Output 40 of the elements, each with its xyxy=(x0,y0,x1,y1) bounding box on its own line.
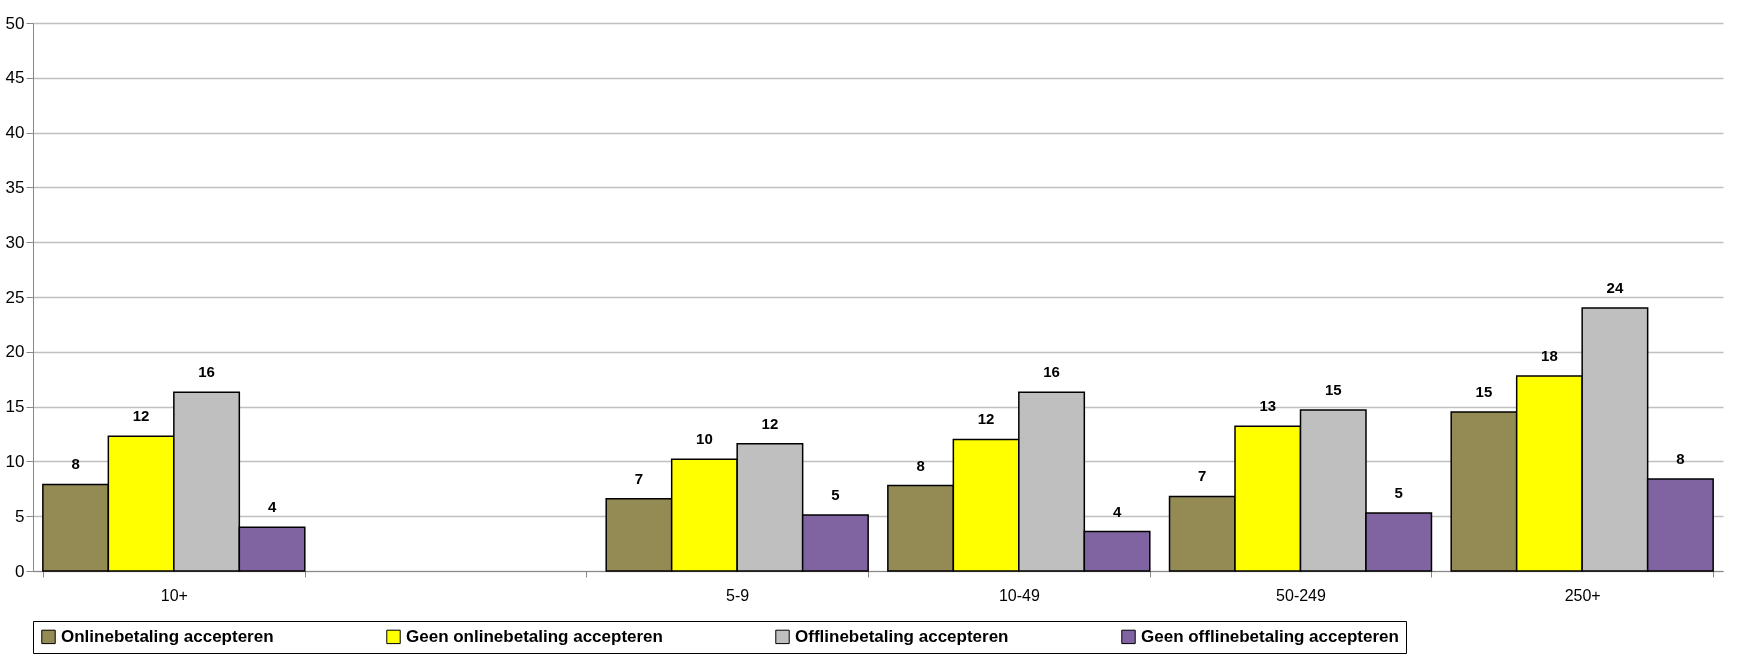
data-label: 16 xyxy=(1043,363,1060,381)
data-label: 7 xyxy=(1198,467,1207,485)
y-tick-label: 50 xyxy=(5,13,25,33)
y-tick-label: 20 xyxy=(5,342,25,362)
data-label: 4 xyxy=(267,498,277,516)
data-label: 16 xyxy=(198,363,215,381)
data-label: 4 xyxy=(1112,502,1122,520)
data-label: 24 xyxy=(1606,278,1624,296)
x-tick-label: 250+ xyxy=(1564,586,1601,604)
data-label: 5 xyxy=(831,486,840,504)
data-label: 15 xyxy=(1324,380,1342,398)
y-tick-label: 5 xyxy=(15,506,25,526)
x-tick-label: 10-49 xyxy=(998,586,1040,604)
data-label: 18 xyxy=(1541,346,1558,364)
x-tick-label: 50-249 xyxy=(1276,586,1327,604)
data-label: 13 xyxy=(1259,397,1277,415)
data-label: 5 xyxy=(1394,483,1403,501)
data-label: 12 xyxy=(132,407,150,425)
legend-label: Geen offlinebetaling accepteren xyxy=(1141,626,1399,646)
data-label: 8 xyxy=(1676,449,1685,467)
y-tick-label: 35 xyxy=(5,177,25,197)
y-tick-label: 25 xyxy=(5,287,25,307)
data-label: 15 xyxy=(1475,383,1493,401)
data-label: 12 xyxy=(761,414,779,432)
y-tick-label: 30 xyxy=(5,232,25,252)
legend-label: Geen onlinebetaling accepteren xyxy=(406,626,663,646)
y-tick-label: 0 xyxy=(15,561,25,581)
y-tick-label: 15 xyxy=(5,397,25,417)
y-tick-label: 45 xyxy=(5,68,25,88)
legend-label: Offlinebetaling accepteren xyxy=(795,626,1009,646)
data-label: 7 xyxy=(634,469,644,487)
data-label: 8 xyxy=(71,455,80,473)
y-tick-label: 10 xyxy=(5,451,25,471)
x-tick-label: 10+ xyxy=(160,586,188,604)
data-label: 12 xyxy=(977,410,995,428)
data-label: 8 xyxy=(916,456,925,474)
legend-label: Onlinebetaling accepteren xyxy=(61,626,274,646)
data-label: 10 xyxy=(696,430,713,448)
x-tick-label: 5-9 xyxy=(726,586,750,604)
y-tick-label: 40 xyxy=(5,123,25,143)
